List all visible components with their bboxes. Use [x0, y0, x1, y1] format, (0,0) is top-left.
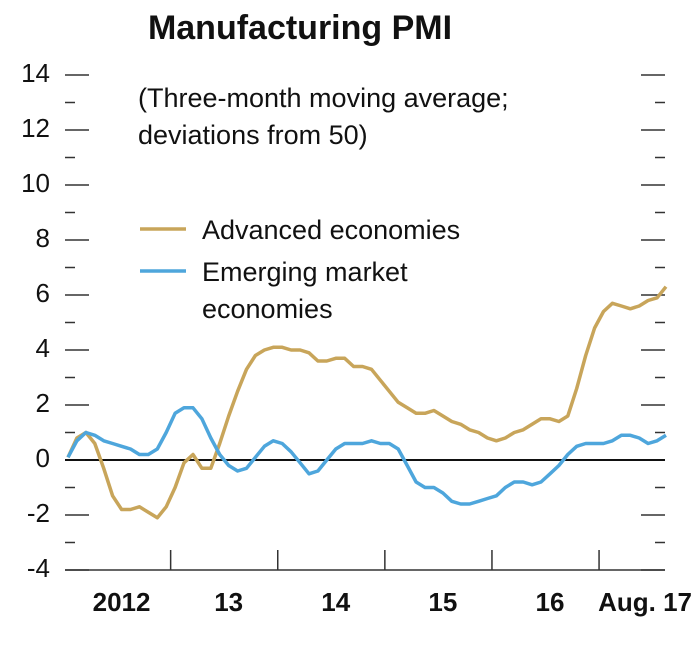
chart-title: Manufacturing PMI — [148, 9, 452, 47]
y-tick-label: 10 — [21, 168, 50, 198]
y-tick-label: 6 — [36, 278, 50, 308]
series-line — [66, 285, 668, 520]
x-tick-label: 14 — [321, 587, 350, 617]
y-tick-label: 4 — [36, 333, 50, 363]
x-tick-label: 2012 — [93, 587, 151, 617]
y-tick-label: 2 — [36, 388, 50, 418]
series-line — [66, 406, 667, 506]
annotation: (Three-month moving average; deviations … — [138, 83, 509, 150]
y-tick-label: 14 — [21, 58, 50, 88]
y-tick-label: 12 — [21, 113, 50, 143]
y-tick-label: 0 — [36, 443, 50, 473]
y-tick-label: -4 — [27, 553, 50, 583]
x-tick-label: Aug. 17 — [598, 587, 692, 617]
legend-label: Advanced economies — [202, 215, 461, 245]
y-tick-label: 8 — [36, 223, 50, 253]
x-tick-label: 16 — [536, 587, 565, 617]
x-tick-label: 13 — [214, 587, 243, 617]
y-tick-label: -2 — [27, 498, 50, 528]
x-tick-label: 15 — [428, 587, 457, 617]
legend-label: Emerging market economies — [202, 257, 408, 324]
